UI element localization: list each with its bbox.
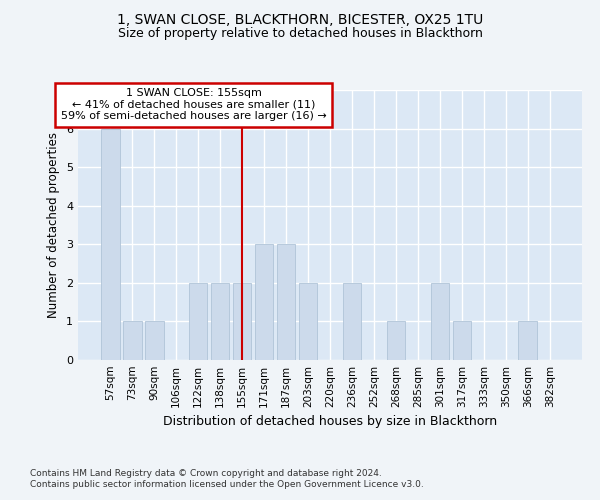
Bar	[211, 283, 229, 360]
Bar	[431, 283, 449, 360]
Bar	[277, 244, 295, 360]
Bar	[452, 322, 471, 360]
Bar	[123, 322, 142, 360]
X-axis label: Distribution of detached houses by size in Blackthorn: Distribution of detached houses by size …	[163, 416, 497, 428]
Text: 1, SWAN CLOSE, BLACKTHORN, BICESTER, OX25 1TU: 1, SWAN CLOSE, BLACKTHORN, BICESTER, OX2…	[117, 12, 483, 26]
Text: Contains public sector information licensed under the Open Government Licence v3: Contains public sector information licen…	[30, 480, 424, 489]
Bar	[343, 283, 361, 360]
Bar	[101, 128, 119, 360]
Bar	[386, 322, 405, 360]
Text: 1 SWAN CLOSE: 155sqm
← 41% of detached houses are smaller (11)
59% of semi-detac: 1 SWAN CLOSE: 155sqm ← 41% of detached h…	[61, 88, 326, 122]
Text: Size of property relative to detached houses in Blackthorn: Size of property relative to detached ho…	[118, 28, 482, 40]
Bar	[145, 322, 164, 360]
Y-axis label: Number of detached properties: Number of detached properties	[47, 132, 61, 318]
Text: Contains HM Land Registry data © Crown copyright and database right 2024.: Contains HM Land Registry data © Crown c…	[30, 468, 382, 477]
Bar	[299, 283, 317, 360]
Bar	[518, 322, 537, 360]
Bar	[255, 244, 274, 360]
Bar	[233, 283, 251, 360]
Bar	[189, 283, 208, 360]
